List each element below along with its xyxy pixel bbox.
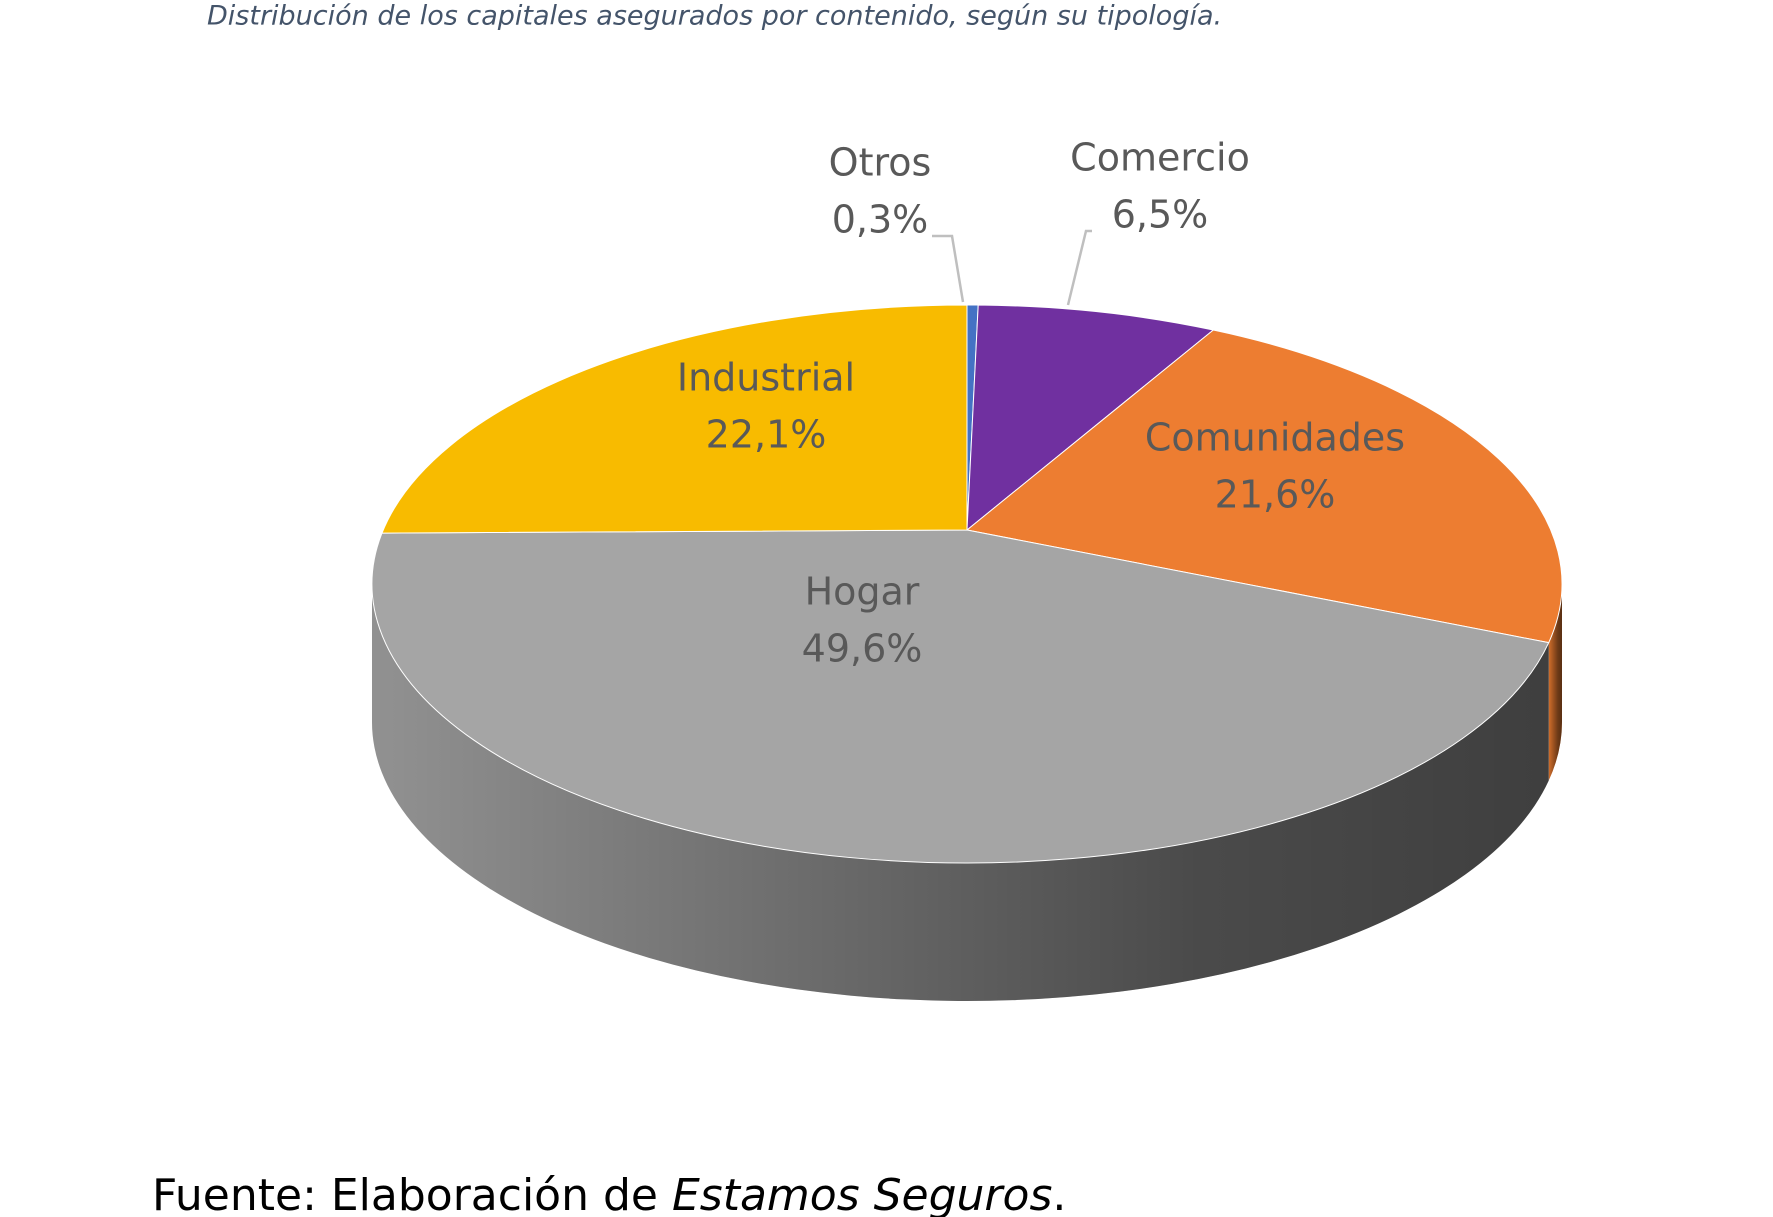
pie-slice: [371, 529, 1550, 864]
category-label: Hogar: [805, 570, 920, 614]
pie-slice: [966, 304, 1215, 532]
category-label: Comunidades: [1145, 416, 1405, 460]
source-text: Fuente: Elaboración de: [152, 1170, 658, 1217]
source-note: Fuente: Elaboración de Estamos Seguros.: [152, 1170, 1066, 1217]
value-label: 49,6%: [802, 627, 923, 671]
side-shade: [372, 584, 1549, 1002]
pie-slice: [381, 304, 968, 534]
leader-line: [932, 234, 965, 303]
value-label: 6,5%: [1112, 193, 1209, 237]
category-label: Otros: [829, 141, 932, 185]
value-label: 22,1%: [706, 413, 827, 457]
source-text: .: [1052, 1170, 1067, 1217]
leader-line: [1066, 229, 1092, 306]
value-label: 21,6%: [1215, 473, 1336, 517]
category-label: Industrial: [677, 356, 855, 400]
pie-slice: [965, 329, 1563, 644]
chart-title: Distribución de los capitales asegurados…: [207, 1, 1222, 32]
category-label: Comercio: [1070, 136, 1250, 180]
source-emphasis: Estamos Seguros: [671, 1170, 1053, 1217]
side-shade: [1548, 584, 1562, 781]
value-label: 0,3%: [832, 198, 929, 242]
